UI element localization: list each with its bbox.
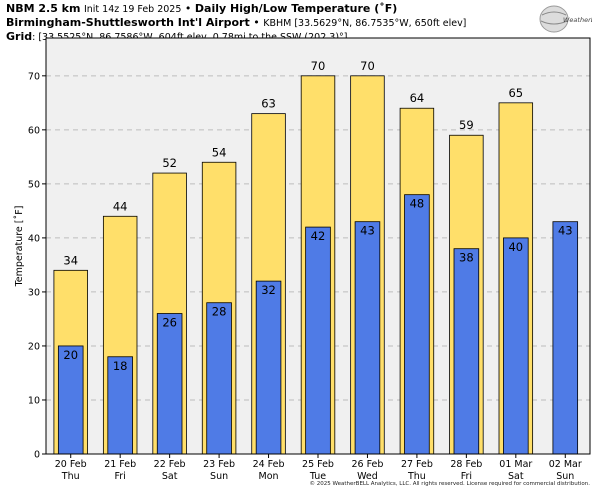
init-time: Init 14z 19 Feb 2025 xyxy=(83,4,182,15)
y-tick-label: 50 xyxy=(28,179,40,190)
x-tick-date: 25 Feb xyxy=(302,459,334,470)
x-tick-day: Wed xyxy=(357,471,378,482)
y-tick-label: 40 xyxy=(28,233,40,244)
low-temp-bar xyxy=(156,313,183,455)
chart-title: Daily High/Low Temperature (˚F) xyxy=(194,2,398,15)
low-temp-label: 43 xyxy=(360,224,375,238)
model-name: NBM 2.5 km xyxy=(6,2,81,15)
low-temp-bar xyxy=(206,302,232,455)
x-tick-day: Sat xyxy=(508,471,524,482)
y-tick-label: 0 xyxy=(34,450,40,461)
logo-text: WeatherBELL xyxy=(563,16,592,24)
y-tick-label: 60 xyxy=(28,125,40,136)
x-tick-day: Sun xyxy=(556,471,574,482)
header-line-2: Birmingham-Shuttlesworth Int'l Airport •… xyxy=(6,16,466,30)
station-name: Birmingham-Shuttlesworth Int'l Airport xyxy=(6,16,250,29)
low-temp-bar xyxy=(503,237,529,455)
low-temp-bar xyxy=(354,221,381,455)
x-tick-date: 21 Feb xyxy=(104,459,136,470)
y-tick-label: 30 xyxy=(28,287,40,298)
x-tick-date: 26 Feb xyxy=(351,459,383,470)
grid-label: Grid xyxy=(6,30,33,43)
high-temp-label: 65 xyxy=(508,86,523,100)
x-tick-day: Fri xyxy=(461,471,472,482)
low-temp-label: 40 xyxy=(508,240,523,254)
low-temp-bar xyxy=(305,226,331,455)
low-temp-label: 43 xyxy=(558,224,573,238)
high-temp-label: 52 xyxy=(162,156,177,170)
x-tick-day: Fri xyxy=(115,471,126,482)
low-temp-label: 48 xyxy=(410,197,425,211)
x-tick-date: 28 Feb xyxy=(450,459,482,470)
x-tick-date: 27 Feb xyxy=(401,459,433,470)
low-temp-bar xyxy=(255,280,282,455)
y-tick-label: 70 xyxy=(28,71,40,82)
low-temp-bar xyxy=(552,221,579,455)
low-temp-bar xyxy=(453,248,480,455)
high-temp-label: 34 xyxy=(63,253,78,267)
low-temp-label: 38 xyxy=(459,251,474,265)
high-temp-label: 70 xyxy=(360,59,375,73)
station-info: KBHM [33.5629°N, 86.7535°W, 650ft elev] xyxy=(263,18,467,29)
x-tick-date: 01 Mar xyxy=(499,459,532,470)
high-temp-label: 44 xyxy=(113,199,128,213)
x-tick-date: 23 Feb xyxy=(203,459,235,470)
low-temp-label: 18 xyxy=(113,359,128,373)
high-temp-label: 70 xyxy=(311,59,326,73)
y-axis-label: Temperature [˚F] xyxy=(14,206,25,288)
x-tick-day: Mon xyxy=(259,471,279,482)
x-tick-date: 24 Feb xyxy=(253,459,285,470)
low-temp-bar xyxy=(57,345,84,455)
high-temp-label: 59 xyxy=(459,118,474,132)
x-tick-day: Thu xyxy=(61,471,80,482)
separator: • xyxy=(253,16,260,29)
x-tick-day: Sat xyxy=(162,471,178,482)
low-temp-label: 42 xyxy=(311,229,326,243)
low-temp-label: 20 xyxy=(63,348,78,362)
x-tick-day: Thu xyxy=(407,471,426,482)
low-temp-label: 28 xyxy=(212,305,227,319)
high-temp-label: 54 xyxy=(212,145,227,159)
x-tick-date: 20 Feb xyxy=(55,459,87,470)
high-temp-label: 64 xyxy=(410,91,425,105)
y-tick-label: 10 xyxy=(28,395,40,406)
low-temp-label: 26 xyxy=(162,316,177,330)
x-tick-date: 02 Mar xyxy=(549,459,582,470)
low-temp-bar xyxy=(404,194,430,455)
high-temp-label: 63 xyxy=(261,97,276,111)
copyright-notice: © 2025 WeatherBELL Analytics, LLC. All r… xyxy=(309,481,590,487)
x-tick-day: Tue xyxy=(309,471,326,482)
low-temp-label: 32 xyxy=(261,283,276,297)
x-tick-date: 22 Feb xyxy=(154,459,186,470)
weatherbell-logo: WeatherBELL xyxy=(532,4,600,34)
y-tick-label: 20 xyxy=(28,341,40,352)
x-tick-day: Sun xyxy=(210,471,228,482)
header-line-1: NBM 2.5 km Init 14z 19 Feb 2025 • Daily … xyxy=(6,2,466,16)
separator: • xyxy=(184,2,192,15)
